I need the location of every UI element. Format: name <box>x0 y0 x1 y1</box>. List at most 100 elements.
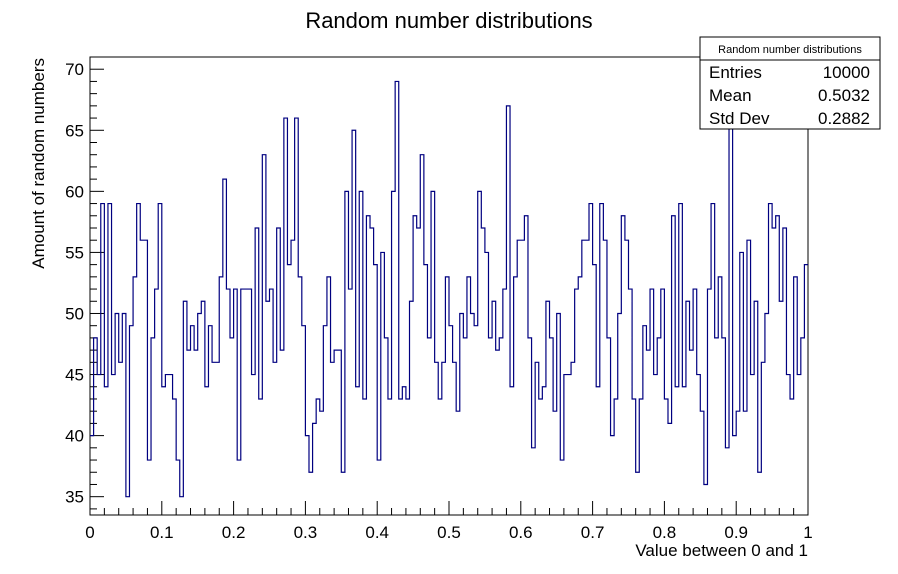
histogram-bin <box>140 240 144 515</box>
histogram-bin <box>230 338 234 515</box>
stats-box-frame <box>699 36 881 130</box>
x-tick-label: 0 <box>85 523 94 542</box>
y-tick-label: 70 <box>65 60 84 79</box>
y-tick-label: 55 <box>65 243 84 262</box>
histogram-bin <box>334 350 338 515</box>
x-tick-label: 0.6 <box>509 523 533 542</box>
histogram-bin <box>126 497 130 515</box>
histogram-bin <box>463 338 467 515</box>
histogram-bin <box>237 460 241 515</box>
histogram-bin <box>402 387 406 515</box>
stats-mean-value: 0.5032 <box>818 86 870 105</box>
x-axis: 0 0.1 0.2 0.3 0.4 0.5 0.6 0.7 0.8 0.9 1 <box>85 501 813 542</box>
histogram-bin <box>690 350 694 515</box>
histogram-bin <box>252 375 256 515</box>
stats-box: Random number distributions Entries 1000… <box>699 36 881 130</box>
histogram-bin <box>481 228 485 515</box>
histogram-bin <box>790 399 794 515</box>
histogram-bin <box>244 289 248 515</box>
histogram-bin <box>539 399 543 515</box>
histogram-bin <box>532 448 536 515</box>
stats-stddev-value: 0.2882 <box>818 109 870 128</box>
histogram-bin <box>162 387 166 515</box>
histogram-bin <box>654 375 658 515</box>
histogram-bin <box>510 387 514 515</box>
histogram-bin <box>406 399 410 515</box>
x-tick-label: 0.2 <box>222 523 246 542</box>
histogram-bin <box>438 399 442 515</box>
x-tick-label: 0.1 <box>150 523 174 542</box>
y-tick-label: 60 <box>65 182 84 201</box>
y-tick-label: 40 <box>65 427 84 446</box>
histogram-bin <box>273 362 277 515</box>
histogram-bin <box>675 387 679 515</box>
stats-stddev-label: Std Dev <box>709 109 770 128</box>
histogram-bin <box>187 350 191 515</box>
histogram-bin <box>582 240 586 515</box>
histogram-bin <box>553 411 557 515</box>
histogram-bin <box>668 423 672 515</box>
x-tick-label: 0.3 <box>294 523 318 542</box>
x-axis-label: Value between 0 and 1 <box>635 541 808 560</box>
histogram-bin <box>758 472 762 515</box>
histogram-bin <box>331 362 335 515</box>
histogram-bin <box>474 326 478 515</box>
histogram-bin <box>212 362 216 515</box>
histogram-bin <box>585 240 589 515</box>
histogram-bin <box>471 313 475 515</box>
histogram-bin <box>309 472 313 515</box>
histogram-bin <box>291 240 295 515</box>
histogram-bin <box>388 399 392 515</box>
histogram-bin <box>611 436 615 515</box>
histogram-bin <box>715 338 719 515</box>
histogram-bin <box>147 460 151 515</box>
histogram-bin <box>348 289 352 515</box>
histogram-bin <box>743 411 747 515</box>
histogram-bin <box>682 387 686 515</box>
x-tick-label: 0.8 <box>653 523 677 542</box>
histogram-bin <box>725 448 729 515</box>
histogram-bin <box>521 240 525 515</box>
y-tick-label: 35 <box>65 488 84 507</box>
x-tick-label: 1 <box>803 523 812 542</box>
histogram-bin <box>704 484 708 515</box>
histogram-bin <box>287 265 291 515</box>
histogram-bin <box>399 399 403 515</box>
histogram-bin <box>112 375 116 515</box>
histogram-bin <box>377 460 381 515</box>
histogram-bin <box>488 338 492 515</box>
y-tick-label: 50 <box>65 304 84 323</box>
histogram-bin <box>456 411 460 515</box>
histogram-bin <box>517 240 521 515</box>
histogram-bin <box>370 228 374 515</box>
histogram-bin <box>646 350 650 515</box>
histogram-bin <box>205 387 209 515</box>
histogram-bin <box>259 399 263 515</box>
y-tick-label: 45 <box>65 366 84 385</box>
histogram-bin <box>216 362 220 515</box>
histogram-bin <box>779 301 783 515</box>
histogram-bin <box>356 387 360 515</box>
stats-mean-label: Mean <box>709 86 752 105</box>
histogram-bin <box>499 338 503 515</box>
histogram-bin <box>772 228 776 515</box>
histogram-bin <box>191 326 195 515</box>
histogram-bin <box>571 362 575 515</box>
y-axis-label: Amount of random numbers <box>29 58 48 269</box>
histogram-bin <box>194 350 198 515</box>
histogram-bin <box>542 387 546 515</box>
histogram-bin <box>417 228 421 515</box>
x-tick-label: 0.4 <box>365 523 389 542</box>
histogram-bin <box>104 387 108 515</box>
x-tick-label: 0.5 <box>437 523 461 542</box>
histogram-bin <box>119 362 123 515</box>
histogram-bin <box>751 375 755 515</box>
histogram-bin <box>797 375 801 515</box>
histogram-bin <box>341 472 345 515</box>
histogram-bin <box>636 472 640 515</box>
histogram-series <box>90 80 808 498</box>
stats-entries-value: 10000 <box>823 63 870 82</box>
x-tick-label: 0.7 <box>581 523 605 542</box>
histogram-bin <box>165 375 169 515</box>
